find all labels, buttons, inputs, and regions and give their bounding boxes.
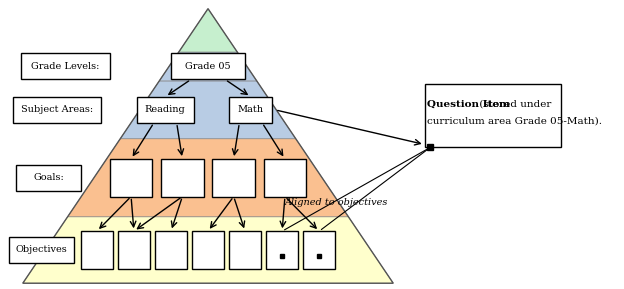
- FancyBboxPatch shape: [81, 231, 112, 269]
- FancyBboxPatch shape: [137, 97, 194, 123]
- FancyBboxPatch shape: [155, 231, 187, 269]
- FancyBboxPatch shape: [212, 159, 255, 197]
- FancyBboxPatch shape: [110, 159, 152, 197]
- FancyBboxPatch shape: [266, 231, 298, 269]
- FancyBboxPatch shape: [16, 165, 81, 191]
- Text: Reading: Reading: [145, 105, 186, 114]
- FancyBboxPatch shape: [192, 231, 223, 269]
- FancyBboxPatch shape: [13, 97, 101, 123]
- Text: Subject Areas:: Subject Areas:: [21, 105, 93, 114]
- Text: Aligned to objectives: Aligned to objectives: [285, 198, 388, 207]
- FancyBboxPatch shape: [21, 53, 110, 79]
- Text: Objectives: Objectives: [16, 245, 67, 255]
- Text: Goals:: Goals:: [33, 173, 64, 182]
- Text: curriculum area Grade 05-Math).: curriculum area Grade 05-Math).: [427, 117, 602, 126]
- FancyBboxPatch shape: [303, 231, 335, 269]
- FancyBboxPatch shape: [230, 97, 272, 123]
- Text: Math: Math: [238, 105, 264, 114]
- FancyBboxPatch shape: [119, 231, 150, 269]
- FancyBboxPatch shape: [9, 237, 74, 263]
- FancyBboxPatch shape: [171, 53, 245, 79]
- Text: (stored under: (stored under: [476, 99, 551, 109]
- Polygon shape: [159, 52, 256, 81]
- Polygon shape: [23, 217, 393, 283]
- Text: Grade 05: Grade 05: [185, 62, 231, 71]
- Text: Grade Levels:: Grade Levels:: [31, 62, 100, 71]
- Polygon shape: [120, 81, 296, 139]
- Text: Question Item: Question Item: [427, 99, 510, 109]
- FancyBboxPatch shape: [230, 231, 261, 269]
- FancyBboxPatch shape: [263, 159, 306, 197]
- Polygon shape: [67, 139, 348, 217]
- FancyBboxPatch shape: [161, 159, 204, 197]
- Polygon shape: [178, 9, 237, 52]
- FancyBboxPatch shape: [424, 84, 562, 147]
